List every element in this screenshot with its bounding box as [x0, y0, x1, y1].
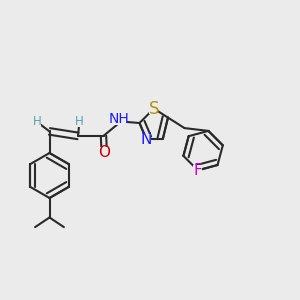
FancyBboxPatch shape — [75, 116, 84, 127]
FancyBboxPatch shape — [32, 116, 41, 127]
Text: N: N — [140, 132, 152, 147]
Text: O: O — [98, 145, 110, 160]
Text: F: F — [194, 163, 202, 178]
Text: H: H — [75, 115, 84, 128]
FancyBboxPatch shape — [100, 147, 109, 158]
FancyBboxPatch shape — [142, 134, 151, 145]
Text: S: S — [149, 100, 159, 118]
FancyBboxPatch shape — [149, 103, 158, 114]
Text: H: H — [32, 115, 41, 128]
FancyBboxPatch shape — [193, 165, 202, 176]
FancyBboxPatch shape — [112, 114, 127, 124]
Text: NH: NH — [109, 112, 130, 126]
